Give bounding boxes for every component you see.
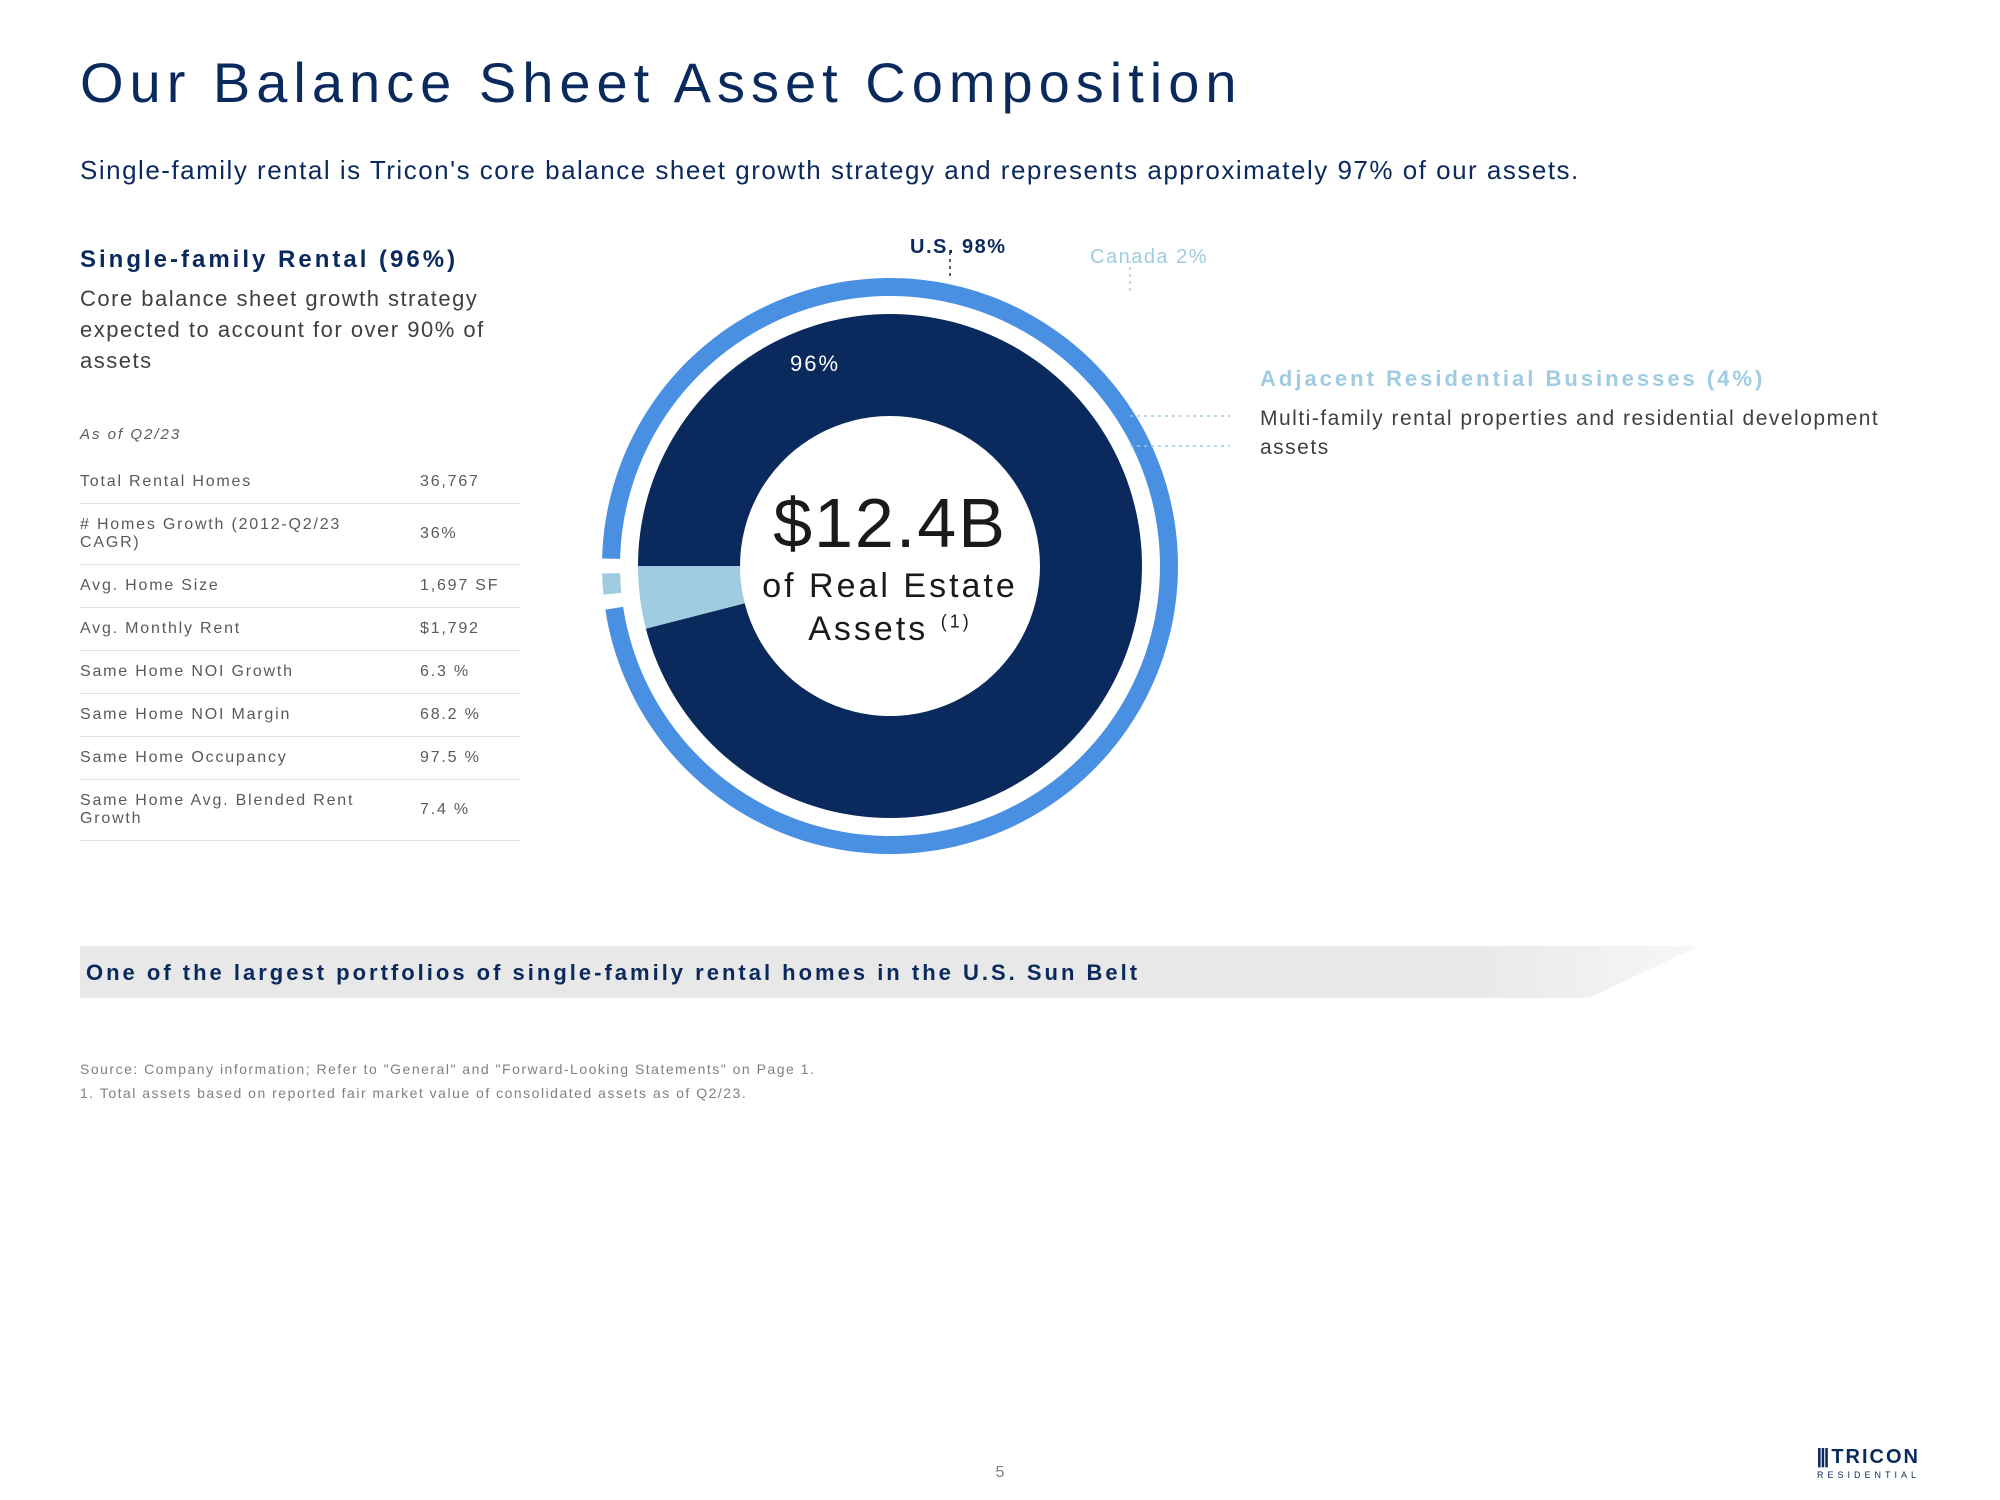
sfr-subheading: Core balance sheet growth strategy expec…	[80, 284, 520, 376]
donut-center-line1: of Real Estate	[762, 567, 1018, 606]
table-row: Same Home Occupancy97.5 %	[80, 737, 520, 780]
stats-table: Total Rental Homes36,767# Homes Growth (…	[80, 461, 520, 841]
logo: TRICON RESIDENTIAL	[1817, 1446, 1920, 1480]
table-row: # Homes Growth (2012-Q2/23 CAGR)36%	[80, 504, 520, 565]
page-subtitle: Single-family rental is Tricon's core ba…	[80, 155, 1920, 186]
table-row: Total Rental Homes36,767	[80, 461, 520, 504]
table-row: Avg. Home Size1,697 SF	[80, 565, 520, 608]
table-row: Same Home NOI Growth6.3 %	[80, 651, 520, 694]
logo-tag: RESIDENTIAL	[1817, 1470, 1920, 1480]
page-number: 5	[996, 1464, 1005, 1482]
sfr-heading: Single-family Rental (96%)	[80, 246, 520, 274]
inner-slice-label-96: 96%	[790, 351, 840, 377]
table-row: Avg. Monthly Rent$1,792	[80, 608, 520, 651]
outer-slice-label-canada: Canada 2%	[1090, 246, 1208, 269]
logo-brand: TRICON	[1817, 1446, 1920, 1469]
footnote-source: Source: Company information; Refer to "G…	[80, 1058, 1920, 1082]
table-row: Same Home NOI Margin68.2 %	[80, 694, 520, 737]
page-title: Our Balance Sheet Asset Composition	[80, 50, 1920, 115]
outer-slice-label-us: U.S. 98%	[910, 236, 1006, 259]
banner-text: One of the largest portfolios of single-…	[80, 946, 1920, 986]
inner-slice-label-4: 4%	[1005, 456, 1038, 479]
adjacent-heading: Adjacent Residential Businesses (4%)	[1260, 366, 1920, 392]
donut-center-value: $12.4B	[762, 483, 1018, 563]
donut-center-line2: Assets (1)	[762, 610, 1018, 649]
footnote-1: 1. Total assets based on reported fair m…	[80, 1082, 1920, 1106]
donut-chart: $12.4B of Real Estate Assets (1) 96% 4% …	[570, 246, 1210, 886]
adjacent-subheading: Multi-family rental properties and resid…	[1260, 404, 1920, 463]
banner: One of the largest portfolios of single-…	[80, 946, 1920, 998]
table-row: Same Home Avg. Blended Rent Growth7.4 %	[80, 780, 520, 841]
as-of-label: As of Q2/23	[80, 426, 520, 443]
